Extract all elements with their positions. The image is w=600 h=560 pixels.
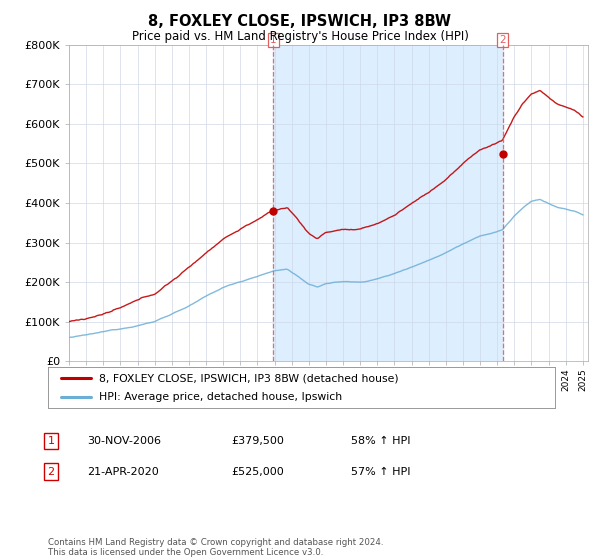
- Bar: [273, 45, 503, 361]
- Text: 8, FOXLEY CLOSE, IPSWICH, IP3 8BW (detached house): 8, FOXLEY CLOSE, IPSWICH, IP3 8BW (detac…: [98, 374, 398, 383]
- Text: 1: 1: [270, 35, 277, 45]
- Text: Contains HM Land Registry data © Crown copyright and database right 2024.
This d: Contains HM Land Registry data © Crown c…: [48, 538, 383, 557]
- Text: 57% ↑ HPI: 57% ↑ HPI: [351, 466, 410, 477]
- Text: 58% ↑ HPI: 58% ↑ HPI: [351, 436, 410, 446]
- Text: 8, FOXLEY CLOSE, IPSWICH, IP3 8BW: 8, FOXLEY CLOSE, IPSWICH, IP3 8BW: [149, 14, 452, 29]
- Text: £525,000: £525,000: [231, 466, 284, 477]
- Text: 21-APR-2020: 21-APR-2020: [87, 466, 159, 477]
- Text: HPI: Average price, detached house, Ipswich: HPI: Average price, detached house, Ipsw…: [98, 392, 342, 402]
- Text: Price paid vs. HM Land Registry's House Price Index (HPI): Price paid vs. HM Land Registry's House …: [131, 30, 469, 43]
- Text: 30-NOV-2006: 30-NOV-2006: [87, 436, 161, 446]
- Text: 2: 2: [47, 466, 55, 477]
- Text: 1: 1: [47, 436, 55, 446]
- Text: £379,500: £379,500: [231, 436, 284, 446]
- Text: 2: 2: [499, 35, 506, 45]
